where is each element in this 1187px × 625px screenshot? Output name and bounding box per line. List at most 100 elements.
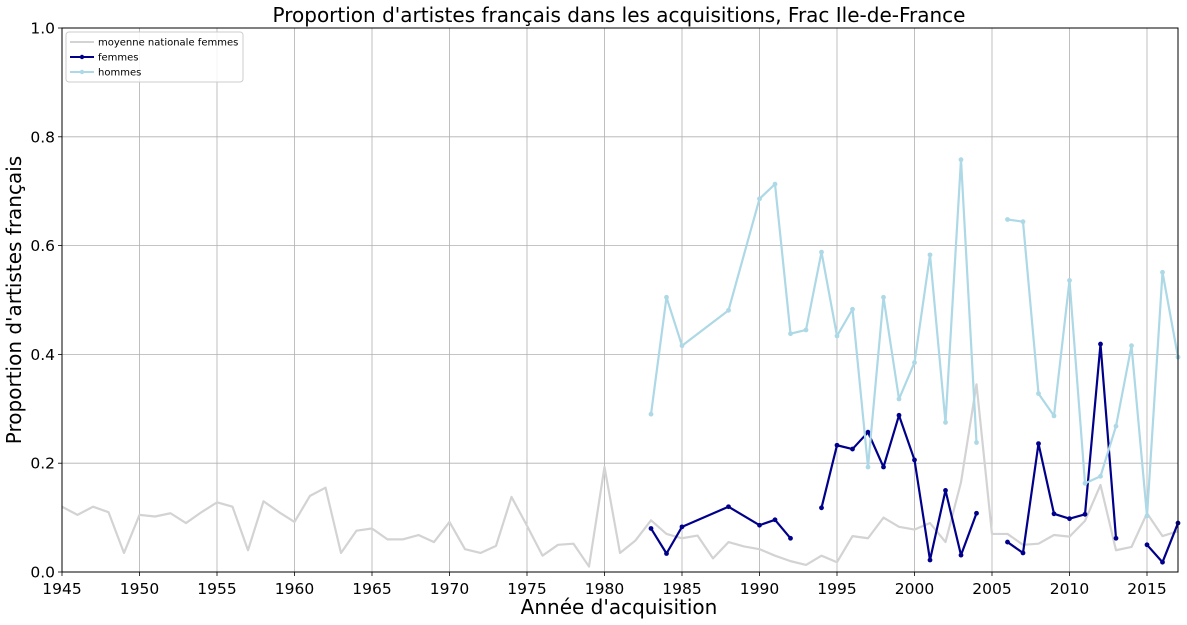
plot-frame [61,27,1179,573]
data-point [679,343,685,349]
y-axis-label: Proportion d'artistes français [2,156,26,444]
data-point [1036,391,1041,396]
legend-label: moyenne nationale femmes [98,38,238,49]
data-point [1051,413,1057,419]
data-point [1020,550,1026,556]
data-point [664,551,669,556]
data-point [1098,473,1103,479]
x-tick-label: 1995 [817,580,856,598]
x-tick-label: 1970 [430,580,469,598]
data-point [912,360,917,365]
legend: moyenne nationale femmes femmes hommes [65,31,244,83]
x-tick-label: 1965 [352,580,391,598]
series-line [1006,342,1118,555]
data-point [1082,511,1088,517]
data-point [648,411,654,417]
series-line [1007,218,1180,518]
data-point [850,446,855,452]
series-line [1146,522,1180,564]
grid [61,27,1178,573]
legend-label: femmes [98,53,139,64]
data-point [943,488,948,493]
x-tick-label: 2010 [1050,580,1089,598]
x-tick-label: 1955 [197,580,236,598]
data-point [834,442,840,448]
legend-marker [79,54,85,60]
data-point [1067,278,1072,283]
data-point [1129,343,1134,349]
data-point [927,557,933,563]
data-point [819,505,824,511]
x-tick-label: 2005 [972,580,1011,598]
legend-box [65,31,244,83]
data-point [679,524,685,530]
data-point [881,464,886,470]
data-point [1051,511,1057,517]
data-point [1067,516,1072,522]
data-point [974,440,979,445]
data-point [1113,535,1119,541]
x-tick-label: 1985 [662,580,701,598]
data-point [958,157,964,163]
data-point [1036,441,1041,447]
data-point [865,429,871,435]
y-axis: 0.0 0.2 0.4 0.6 0.8 1.0 [30,20,62,582]
y-tick-label: 0.4 [30,346,55,364]
series-moyenne-nationale-femmes [61,383,1179,568]
data-point [788,535,793,541]
data-point [834,333,840,339]
data-point [896,412,902,418]
data-point [974,510,979,516]
x-tick-label: 1960 [275,580,314,598]
data-point [757,522,762,528]
series-line [650,505,792,555]
data-point [664,294,669,300]
data-point [648,526,654,531]
y-tick-label: 1.0 [30,20,55,38]
y-tick-label: 0.6 [30,237,55,255]
y-tick-label: 0.2 [30,455,55,473]
x-tick-label: 1980 [585,580,624,598]
series-line [61,383,1179,568]
data-point [927,252,933,258]
series-femmes [648,341,1181,565]
x-tick-label: 1950 [120,580,159,598]
data-point [896,396,902,402]
data-point [757,196,762,202]
data-point [1005,539,1010,545]
data-point [803,327,809,333]
data-point [1144,542,1150,548]
data-point [772,517,778,523]
data-point [726,307,731,313]
x-tick-label: 2015 [1127,580,1166,598]
data-point [881,294,886,300]
series-line [820,414,978,562]
data-point [943,420,948,425]
data-point [1144,513,1150,519]
data-point [788,331,793,337]
data-point [1160,269,1165,275]
y-tick-label: 0.8 [30,128,55,146]
data-point [819,249,824,255]
data-point [912,457,917,463]
x-tick-label: 1975 [507,580,546,598]
legend-label: hommes [98,68,141,79]
x-tick-label: 1990 [740,580,779,598]
data-point [726,504,731,510]
data-point [772,181,778,187]
x-axis: 1945 1950 1955 1960 1965 1970 1975 1980 1985 1990… [42,572,1167,598]
x-tick-label: 2000 [895,580,934,598]
y-tick-label: 0.0 [30,564,55,582]
data-point [1098,341,1103,347]
x-axis-label: Année d'acquisition [521,595,718,619]
data-point [1020,219,1026,225]
chart-title: Proportion d'artistes français dans les … [273,3,966,27]
series-line [649,158,978,469]
series-layer [61,157,1181,568]
x-tick-label: 1945 [42,580,81,598]
series-hommes [648,157,1181,519]
data-point [850,306,855,312]
data-point [865,464,871,470]
data-point [1113,423,1119,429]
